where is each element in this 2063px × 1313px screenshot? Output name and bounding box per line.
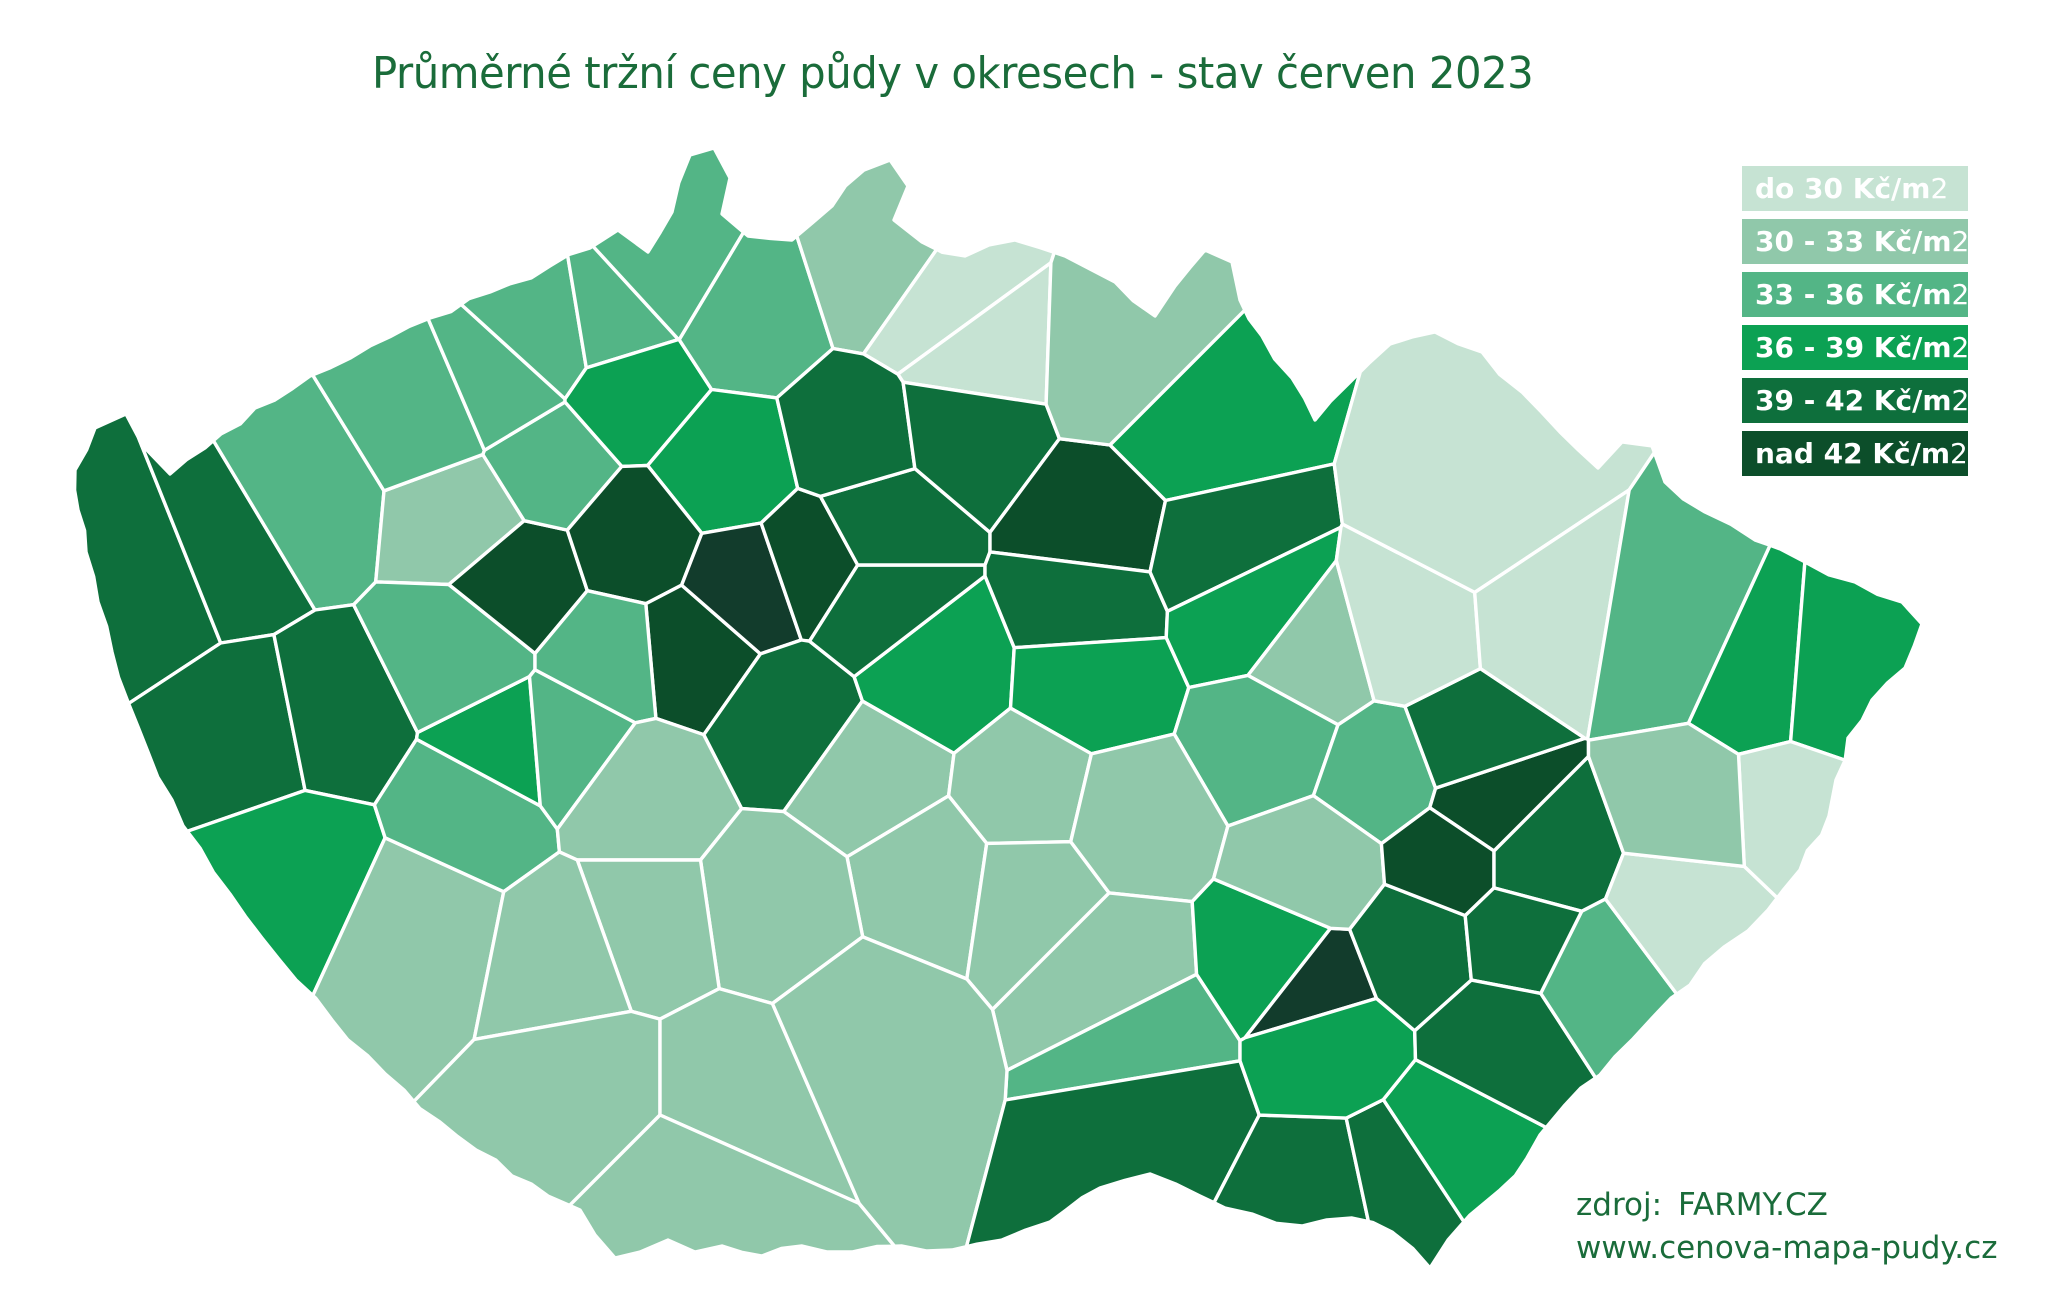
district-region [1044, 248, 1247, 447]
legend-item: 30 - 33 Kč/m2 [1742, 219, 1970, 264]
source-name: FARMY.CZ [1678, 1187, 1828, 1223]
district-region [1413, 978, 1598, 1130]
district-region [1788, 560, 1924, 762]
legend: do 30 Kč/m2 30 - 33 Kč/m2 33 - 36 Kč/m2 36 … [1742, 166, 1970, 484]
legend-item-unit-exponent: 2 [1930, 172, 1949, 205]
district-region [1539, 897, 1679, 1080]
legend-item-unit-exponent: 2 [1951, 278, 1970, 311]
district-region [964, 1059, 1261, 1249]
legend-item-label: do 30 Kč/m [1755, 172, 1931, 205]
legend-item: 36 - 39 Kč/m2 [1742, 325, 1970, 370]
source-prefix: zdroj: [1576, 1187, 1663, 1223]
legend-item-unit-exponent: 2 [1951, 384, 1970, 417]
legend-item-label: 30 - 33 Kč/m [1755, 225, 1952, 258]
source-credit: zdroj: FARMY.CZ www.cenova-mapa-pudy.cz [1576, 1184, 1997, 1270]
district-region [1344, 1097, 1466, 1270]
source-url: www.cenova-mapa-pudy.cz [1576, 1229, 1998, 1266]
legend-item-unit-exponent: 2 [1951, 331, 1970, 364]
district-region [770, 935, 1009, 1253]
district-region [1212, 1113, 1371, 1228]
legend-item: 39 - 42 Kč/m2 [1742, 378, 1970, 423]
legend-item-unit-exponent: 2 [1950, 437, 1968, 470]
legend-item: 33 - 36 Kč/m2 [1742, 272, 1970, 317]
district-region [1238, 996, 1418, 1120]
legend-item: do 30 Kč/m2 [1742, 166, 1968, 211]
district-region [310, 317, 487, 493]
district-region [72, 412, 223, 706]
district-region [472, 850, 633, 1042]
district-region [1585, 450, 1772, 742]
source-line: zdroj: FARMY.CZ [1576, 1184, 1997, 1227]
district-region [1586, 721, 1746, 869]
district-region [567, 1113, 897, 1260]
legend-item-label: nad 42 Kč/m [1755, 437, 1951, 470]
district-region [1736, 739, 1847, 900]
legend-item-label: 36 - 39 Kč/m [1755, 331, 1952, 364]
legend-item-label: 39 - 42 Kč/m [1755, 384, 1952, 417]
page-title: Průměrné tržní ceny půdy v okresech - st… [372, 48, 1534, 99]
district-region [412, 1009, 662, 1208]
legend-item: nad 42 Kč/m2 [1742, 431, 1968, 476]
legend-item-unit-exponent: 2 [1951, 225, 1970, 258]
legend-item-label: 33 - 36 Kč/m [1755, 278, 1952, 311]
